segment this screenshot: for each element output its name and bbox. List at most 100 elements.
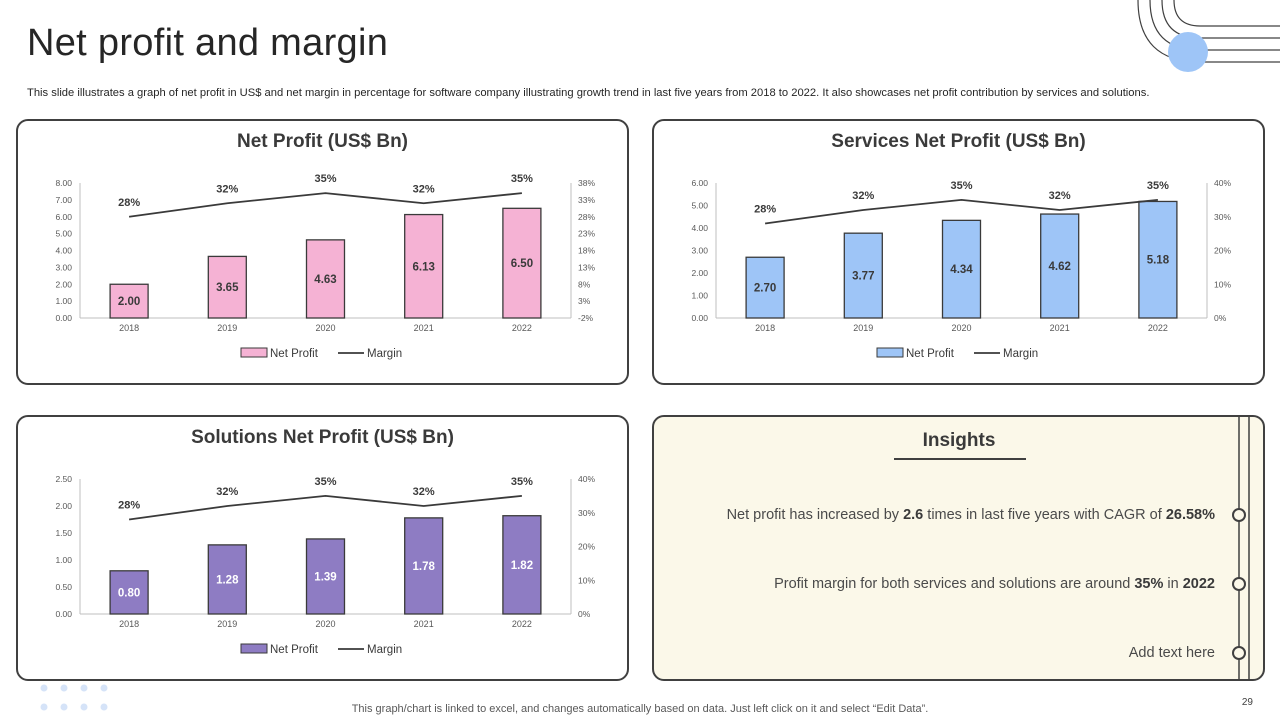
- bar-2020: [941, 219, 982, 319]
- x-tick-label: 2022: [1148, 323, 1168, 333]
- bar-2021: [404, 517, 444, 615]
- right-tick-label: 33%: [578, 195, 595, 205]
- bar-data-label: 0.80: [118, 587, 140, 599]
- margin-data-label: 32%: [1049, 190, 1071, 202]
- left-tick-label: 1.00: [55, 555, 72, 565]
- x-tick-label: 2022: [512, 619, 532, 629]
- x-tick-label: 2018: [119, 619, 139, 629]
- bar-2019: [207, 544, 247, 615]
- left-tick-label: 4.00: [55, 246, 72, 256]
- margin-data-label: 35%: [950, 180, 972, 192]
- services-net-profit-chart[interactable]: 0.00 1.00 2.00 3.00 4.00 5.00 6.00 0% 10% 20% 30% 4…: [654, 121, 1263, 383]
- insight-point-1[interactable]: Net profit has increased by 2.6 times in…: [726, 507, 1215, 523]
- bar-2018: [109, 570, 149, 615]
- right-tick-label: 23%: [578, 229, 595, 239]
- insights-panel: Insights Net profit has increased by 2.6…: [652, 415, 1265, 681]
- margin-data-label: 35%: [511, 476, 533, 488]
- bar-2018: [745, 256, 785, 319]
- legend-bar-swatch: [240, 347, 268, 358]
- net-profit-chart-card[interactable]: Net Profit (US$ Bn) 0.00 1.00 2.00 3.00 4.00…: [16, 119, 629, 385]
- left-tick-label: 0.50: [55, 582, 72, 592]
- bar-data-label: 2.00: [118, 296, 140, 308]
- binder-rings: [1232, 417, 1250, 679]
- left-tick-label: 8.00: [55, 178, 72, 188]
- legend-label: Margin: [1003, 348, 1038, 360]
- left-tick-label: 0.00: [55, 609, 72, 619]
- left-tick-label: 1.00: [691, 291, 708, 301]
- slide-title: Net profit and margin: [27, 22, 389, 64]
- chart-title: Net Profit (US$ Bn): [237, 131, 408, 152]
- bar-2022: [502, 515, 542, 615]
- margin-data-label: 28%: [118, 197, 140, 209]
- x-tick-label: 2018: [119, 323, 139, 333]
- accent-circle: [1168, 32, 1208, 72]
- left-tick-label: 6.00: [691, 178, 708, 188]
- bar-data-label: 2.70: [754, 283, 776, 295]
- left-tick-label: 2.50: [55, 474, 72, 484]
- bar-data-label: 3.65: [216, 282, 239, 294]
- solutions-net-profit-chart-card[interactable]: Solutions Net Profit (US$ Bn) 0.00 0.50 1.…: [16, 415, 629, 681]
- right-tick-label: 18%: [578, 246, 595, 256]
- right-tick-label: 10%: [578, 575, 595, 585]
- insights-title: Insights: [922, 430, 996, 451]
- right-tick-label: 40%: [1214, 178, 1231, 188]
- bar-data-label: 4.34: [950, 264, 973, 276]
- decorative-dots: [40, 684, 108, 711]
- bar-data-label: 1.28: [216, 574, 239, 586]
- margin-data-label: 32%: [216, 183, 238, 195]
- bar-data-label: 6.50: [511, 258, 533, 270]
- right-tick-label: 40%: [578, 474, 595, 484]
- bar-data-label: 1.82: [511, 560, 533, 572]
- insight-point-2[interactable]: Profit margin for both services and solu…: [774, 576, 1215, 592]
- x-tick-label: 2020: [315, 619, 335, 629]
- bar-2022: [1138, 200, 1178, 319]
- x-tick-label: 2022: [512, 323, 532, 333]
- bar-2020: [305, 239, 346, 319]
- margin-data-label: 32%: [216, 486, 238, 498]
- left-tick-label: 2.00: [55, 279, 72, 289]
- left-tick-label: 4.00: [691, 223, 708, 233]
- solutions-net-profit-chart[interactable]: 0.00 0.50 1.00 1.50 2.00 2.50 0% 10% 20% 30% 40% 0.…: [18, 417, 627, 679]
- net-profit-chart[interactable]: 0.00 1.00 2.00 3.00 4.00 5.00 6.00 7.00 8.00 -2% 3…: [18, 121, 627, 383]
- margin-data-label: 32%: [413, 486, 435, 498]
- right-tick-label: 38%: [578, 178, 595, 188]
- bar-data-label: 1.39: [314, 571, 336, 583]
- margin-line: [128, 494, 522, 521]
- right-tick-label: 13%: [578, 262, 595, 272]
- decorative-arcs: [1137, 0, 1280, 72]
- x-tick-label: 2019: [217, 619, 237, 629]
- footer-note: This graph/chart is linked to excel, and…: [351, 703, 929, 715]
- chart-title: Services Net Profit (US$ Bn): [831, 131, 1086, 152]
- legend-label: Margin: [367, 644, 402, 656]
- bar-data-label: 4.62: [1049, 261, 1071, 273]
- legend-label: Net Profit: [270, 348, 319, 360]
- left-tick-label: 2.00: [691, 268, 708, 278]
- margin-data-label: 32%: [852, 190, 874, 202]
- bar-2020: [305, 538, 346, 615]
- margin-line: [128, 192, 522, 218]
- left-tick-label: 3.00: [55, 262, 72, 272]
- right-tick-label: 0%: [578, 609, 591, 619]
- x-tick-label: 2018: [755, 323, 775, 333]
- bar-2021: [1040, 213, 1080, 319]
- x-tick-label: 2020: [315, 323, 335, 333]
- bar-data-label: 3.77: [852, 271, 874, 283]
- margin-data-label: 35%: [314, 173, 336, 185]
- left-tick-label: 3.00: [691, 246, 708, 256]
- bar-data-label: 6.13: [413, 261, 435, 273]
- x-tick-label: 2021: [1050, 323, 1070, 333]
- page-number: 29: [1241, 697, 1253, 708]
- slide-subtitle: This slide illustrates a graph of net pr…: [27, 87, 1150, 99]
- margin-line: [764, 198, 1158, 225]
- bar-2019: [843, 232, 883, 319]
- left-tick-label: 7.00: [55, 195, 72, 205]
- insight-point-3[interactable]: Add text here: [1128, 645, 1215, 661]
- right-tick-label: 20%: [578, 542, 595, 552]
- bar-2018: [109, 283, 149, 319]
- margin-data-label: 32%: [413, 183, 435, 195]
- x-tick-label: 2020: [951, 323, 971, 333]
- services-net-profit-chart-card[interactable]: Services Net Profit (US$ Bn) 0.00 1.00 2.0…: [652, 119, 1265, 385]
- bar-2022: [502, 207, 542, 319]
- chart-title: Solutions Net Profit (US$ Bn): [191, 427, 454, 448]
- margin-data-label: 35%: [1147, 180, 1169, 192]
